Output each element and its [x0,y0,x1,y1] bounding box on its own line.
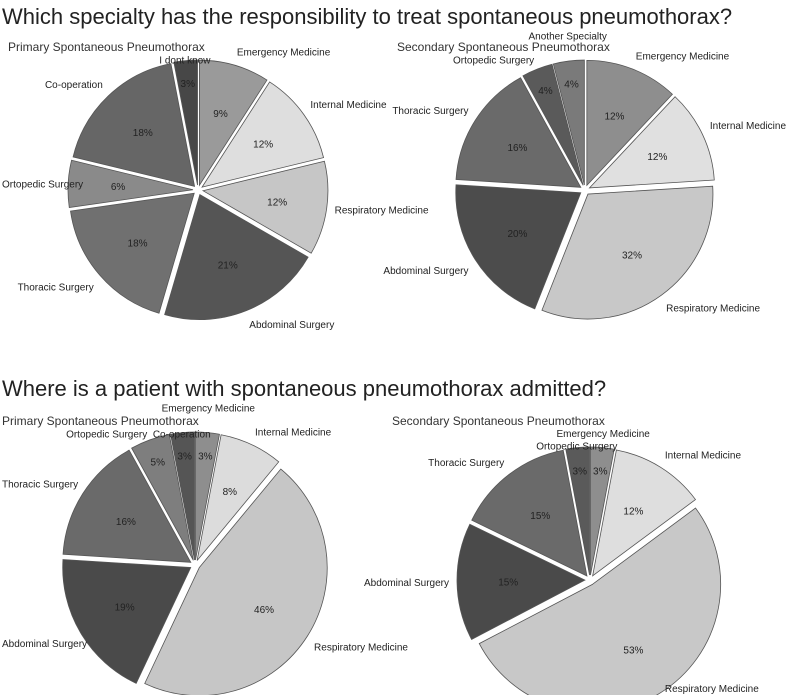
pie-chart-4: 3% Emergency Medicine 12% Internal Medicine… [364,429,759,695]
pie-slice [195,431,220,561]
slice-percent-label: 4% [538,86,553,97]
pie-slice [471,449,588,577]
slice-percent-label: 5% [151,458,166,469]
slice-category-label: Abdominal Surgery [2,639,87,650]
pie-slice [478,507,722,695]
slice-percent-label: 20% [507,229,527,240]
slice-percent-label: 12% [623,507,643,518]
pie-slice [70,192,195,314]
pie-slice [592,449,697,577]
slice-percent-label: 46% [254,605,274,616]
slice-percent-label: 16% [507,143,527,154]
pie-slice [72,63,196,187]
pie-slice [199,59,268,187]
slice-category-label: Co-operation [153,430,211,441]
slice-percent-label: 4% [564,79,579,90]
pie-slice [552,59,585,186]
slice-category-label: Abdominal Surgery [364,578,449,589]
pie-slice [455,184,582,310]
slice-category-label: Co-operation [45,80,103,91]
slice-percent-label: 3% [593,467,608,478]
pie-slice [131,434,194,561]
pie-chart-1: 9% Emergency Medicine 12% Internal Medicine… [2,48,429,332]
question-title-1: Which specialty has the responsibility t… [2,4,733,29]
slice-category-label: Abdominal Surgery [383,266,468,277]
slice-category-label: Another Specialty [529,32,607,43]
pie-slice [456,523,586,640]
pie-slice [541,185,714,320]
pie-slice [590,446,615,576]
slice-percent-label: 3% [198,452,213,463]
chart-title-3: Primary Spontaneous Pneumothorax [2,414,199,428]
slice-category-label: Ortopedic Surgery [536,442,617,453]
pie-slice [455,77,582,188]
chart-title-4: Secondary Spontaneous Pneumothorax [392,414,605,428]
slice-category-label: Ortopedic Surgery [66,430,147,441]
slice-percent-label: 21% [218,260,238,271]
slice-category-label: Ortopedic Surgery [2,179,83,190]
pie-slice [67,159,194,209]
slice-category-label: Internal Medicine [665,451,742,462]
slice-category-label: Thoracic Surgery [2,479,78,490]
slice-category-label: Respiratory Medicine [666,304,760,315]
pie-slice [196,434,280,561]
slice-category-label: Thoracic Surgery [428,458,504,469]
slice-percent-label: 3% [177,452,192,463]
pie-slice [588,96,715,189]
pie-slice [144,468,328,695]
pie-slice [62,449,192,563]
pie-chart-3: 3% Emergency Medicine 8% Internal Medicine 4… [2,404,408,695]
slice-percent-label: 12% [604,112,624,123]
pie-chart-2: 12% Emergency Medicine 12% Internal Medicin… [383,32,786,320]
question-title-2: Where is a patient with spontaneous pneu… [2,376,607,401]
chart-title-2: Secondary Spontaneous Pneumothorax [397,40,610,54]
slice-percent-label: 3% [573,467,588,478]
pie-slice [62,559,192,684]
pie-slice [164,194,309,321]
slice-category-label: Respiratory Medicine [665,684,759,695]
slice-category-label: Emergency Medicine [636,52,730,63]
slice-category-label: Emergency Medicine [237,48,331,59]
slice-percent-label: 12% [647,152,667,163]
pie-slice [173,59,198,186]
chart-title-1: Primary Spontaneous Pneumothorax [8,40,205,54]
slice-category-label: Thoracic Surgery [18,282,94,293]
pie-slice [522,63,584,186]
slice-category-label: Emergency Medicine [162,404,256,415]
slice-percent-label: 18% [133,128,153,139]
slice-percent-label: 12% [253,140,273,151]
slice-percent-label: 53% [623,645,643,656]
pie-slice [201,81,325,188]
pie-slice [565,446,590,576]
slice-percent-label: 3% [181,79,196,90]
slice-percent-label: 16% [116,517,136,528]
slice-category-label: Internal Medicine [255,427,332,438]
slice-category-label: Thoracic Surgery [392,106,468,117]
pie-slice [170,431,195,561]
slice-category-label: Internal Medicine [310,100,387,111]
slice-category-label: Internal Medicine [710,121,787,132]
slice-percent-label: 32% [622,251,642,262]
slice-percent-label: 18% [128,238,148,249]
slice-percent-label: 6% [111,182,126,193]
slice-percent-label: 19% [115,603,135,614]
pie-slice [586,59,673,187]
slice-category-label: Ortopedic Surgery [453,56,534,67]
slice-percent-label: 15% [530,511,550,522]
slice-category-label: Respiratory Medicine [335,206,429,217]
pie-slice [201,160,329,254]
slice-percent-label: 15% [498,577,518,588]
slice-percent-label: 9% [213,109,228,120]
slice-category-label: I dont know [159,56,211,67]
slice-category-label: Respiratory Medicine [314,643,408,654]
slice-category-label: Abdominal Surgery [249,320,334,331]
slice-percent-label: 12% [267,197,287,208]
slice-percent-label: 8% [223,487,238,498]
slice-category-label: Emergency Medicine [556,429,650,440]
